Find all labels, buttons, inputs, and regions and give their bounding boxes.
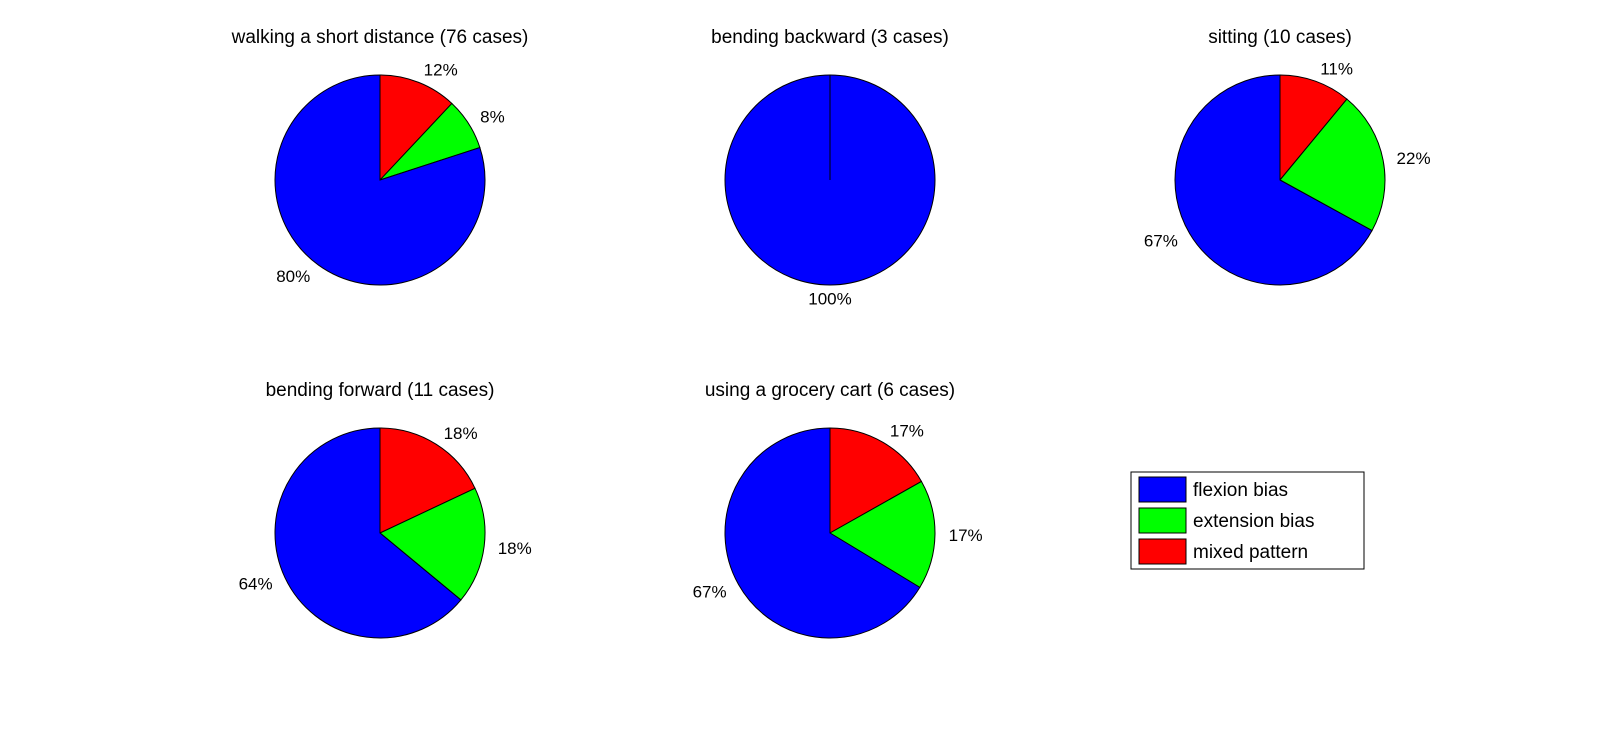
- pie-label-mixed-pattern: 17%: [890, 422, 924, 441]
- legend-label-flexion-bias: flexion bias: [1193, 480, 1288, 501]
- pie-slice-mixed-pattern: [1279, 74, 1348, 182]
- pie-label-mixed-pattern: 11%: [1320, 59, 1353, 78]
- pie-slice-flexion-bias: [1174, 74, 1373, 286]
- pie-slice-flexion-bias: [274, 427, 462, 639]
- pie-label-flexion-bias: 80%: [276, 267, 310, 286]
- pie-title: bending forward (11 cases): [266, 380, 495, 401]
- pie-charts: walking a short distance (76 cases) 12% 8%…: [231, 27, 1431, 639]
- pie-chart-1: walking a short distance (76 cases) 12% 8%…: [231, 27, 529, 286]
- pie-slice-mixed-pattern: [379, 74, 453, 182]
- pie-label-flexion-bias: 100%: [808, 290, 851, 309]
- legend-swatch-mixed-pattern: [1138, 538, 1187, 565]
- pie-slice-flexion-bias: [274, 74, 486, 286]
- pie-label-extension-bias: 18%: [498, 539, 532, 558]
- pie-title: walking a short distance (76 cases): [231, 27, 529, 48]
- legend-swatch-extension-bias: [1138, 507, 1187, 534]
- pie-chart-4: bending forward (11 cases) 18% 18% 64%: [239, 380, 532, 639]
- pie-label-extension-bias: 22%: [1397, 149, 1431, 168]
- pie-label-flexion-bias: 67%: [1144, 231, 1178, 250]
- pie-title: bending backward (3 cases): [711, 27, 949, 48]
- pie-slice-mixed-pattern: [829, 427, 923, 534]
- pie-label-flexion-bias: 67%: [693, 582, 727, 601]
- pie-title: sitting (10 cases): [1208, 27, 1352, 48]
- pie-label-flexion-bias: 64%: [239, 575, 273, 594]
- legend-label-extension-bias: extension bias: [1193, 511, 1314, 532]
- pie-title: using a grocery cart (6 cases): [705, 380, 955, 401]
- pie-slice-extension-bias: [1279, 98, 1386, 232]
- pie-label-extension-bias: 17%: [949, 526, 983, 545]
- pie-label-extension-bias: 8%: [480, 107, 505, 126]
- pie-chart-5: using a grocery cart (6 cases) 17% 17% 67%: [693, 380, 983, 639]
- pie-chart-2: bending backward (3 cases) 100%: [711, 27, 949, 309]
- pie-label-mixed-pattern: 18%: [444, 424, 478, 443]
- pie-slice-extension-bias: [379, 487, 486, 601]
- legend: flexion bias extension bias mixed pattern: [1130, 471, 1365, 570]
- pie-slice-flexion-bias: [724, 427, 921, 639]
- legend-label-mixed-pattern: mixed pattern: [1193, 542, 1308, 563]
- legend-swatch-flexion-bias: [1138, 476, 1187, 503]
- pie-slice-extension-bias: [829, 480, 936, 589]
- pie-slice-mixed-pattern: [379, 427, 476, 534]
- pie-chart-3: sitting (10 cases) 11% 22% 67%: [1144, 27, 1431, 286]
- pie-label-mixed-pattern: 12%: [424, 61, 458, 80]
